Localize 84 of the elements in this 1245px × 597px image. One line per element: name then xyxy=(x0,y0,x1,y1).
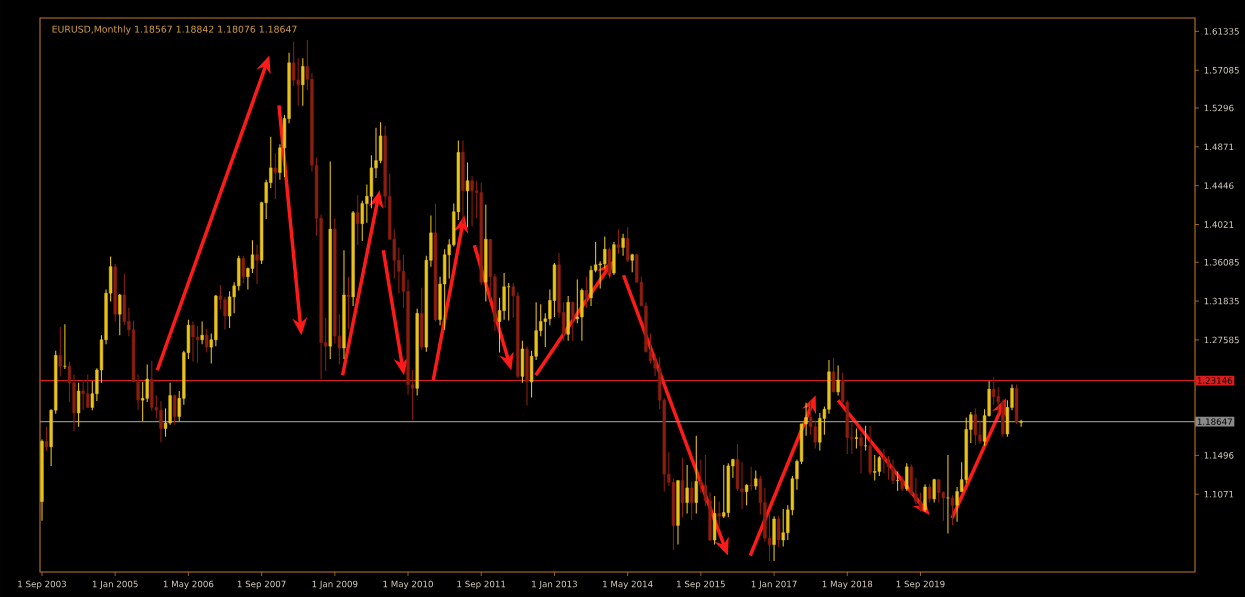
candlestick xyxy=(882,448,886,474)
x-tick-label: 1 May 2014 xyxy=(603,580,653,589)
candlestick xyxy=(973,407,978,446)
candlestick xyxy=(694,435,698,515)
y-tick-label: 1.1071 xyxy=(1204,490,1234,498)
candlestick xyxy=(836,364,840,397)
candlestick xyxy=(205,328,209,354)
candlestick xyxy=(749,466,753,492)
x-tick-label: 1 Sep 2003 xyxy=(18,580,66,589)
y-tick-label: 1.4446 xyxy=(1204,182,1234,189)
candlestick xyxy=(250,239,255,274)
x-tick-label: 1 Sep 2019 xyxy=(896,580,945,589)
candlestick xyxy=(346,276,351,330)
candlestick xyxy=(356,194,360,246)
candlestick xyxy=(690,480,694,521)
candlestick xyxy=(873,454,877,482)
y-tick-label: 1.5296 xyxy=(1204,104,1234,112)
candlestick xyxy=(502,272,506,321)
candlestick xyxy=(292,41,296,87)
candlestick xyxy=(777,515,781,548)
candlestick xyxy=(818,412,822,451)
x-tick-label: 1 Sep 2015 xyxy=(677,580,725,589)
candlestick xyxy=(754,469,758,491)
candlestick xyxy=(141,381,145,422)
candlestick xyxy=(927,483,932,504)
candlestick xyxy=(76,382,81,428)
y-tick-label: 1.4021 xyxy=(1204,221,1234,228)
candlestick xyxy=(923,483,927,513)
candlestick xyxy=(200,320,204,345)
candlestick xyxy=(722,464,726,519)
candlestick xyxy=(680,457,685,518)
candlestick xyxy=(241,255,245,284)
x-tick-label: 1 Jan 2009 xyxy=(312,580,358,589)
candlestick xyxy=(195,325,200,364)
ref-line-label: 1.23146 xyxy=(1197,377,1233,384)
candlestick xyxy=(717,501,721,528)
candlestick xyxy=(607,246,611,274)
candlestick xyxy=(895,470,900,492)
candlestick xyxy=(173,394,177,426)
candlestick xyxy=(992,376,996,406)
x-tick-label: 1 Jan 2005 xyxy=(92,580,138,589)
x-tick-label: 1 May 2006 xyxy=(163,580,214,589)
candlestick xyxy=(859,432,863,474)
candlestick xyxy=(877,455,881,477)
candlestick xyxy=(616,228,621,255)
y-tick-label: 1.36085 xyxy=(1204,258,1239,266)
candlestick xyxy=(813,419,817,450)
x-tick-label: 1 Jan 2017 xyxy=(751,580,797,589)
y-tick-label: 1.4871 xyxy=(1204,143,1234,151)
candlestick xyxy=(58,326,62,377)
candlestick xyxy=(863,425,868,451)
candlestick xyxy=(626,226,630,263)
candlestick xyxy=(905,462,909,492)
candlestick xyxy=(44,426,49,452)
candlestick xyxy=(571,300,575,342)
y-tick-label: 1.27585 xyxy=(1204,336,1239,344)
text: EURUSD,Monthly 1.18567 1.18842 1.18076 1.18647 xyxy=(52,25,297,35)
y-tick-label: 1.31835 xyxy=(1204,297,1239,305)
candlestick xyxy=(255,244,259,285)
candlestick xyxy=(621,233,625,257)
candlestick xyxy=(118,293,122,336)
y-tick-label: 1.1496 xyxy=(1204,452,1234,459)
candlestick xyxy=(950,494,955,526)
candlestick xyxy=(854,427,859,450)
candlestick xyxy=(145,363,149,403)
candlestick xyxy=(63,323,67,370)
candlestick xyxy=(1019,419,1023,428)
y-tick-label: 1.61335 xyxy=(1204,28,1239,35)
x-tick-label: 1 May 2010 xyxy=(383,580,433,589)
candlestick xyxy=(465,161,470,228)
x-tick-label: 1 Sep 2007 xyxy=(237,580,286,589)
candlestick xyxy=(273,152,277,200)
x-tick-label: 1 May 2018 xyxy=(822,580,873,589)
candlestick xyxy=(584,276,589,309)
y-tick-label: 1.57085 xyxy=(1204,66,1239,74)
candlestick xyxy=(744,483,749,506)
candlestick xyxy=(301,57,305,107)
ref-line-label: 1.18647 xyxy=(1197,418,1232,425)
candlestick xyxy=(831,357,836,393)
x-tick-label: 1 Sep 2011 xyxy=(457,580,506,589)
candlestick xyxy=(685,464,689,515)
candlestick xyxy=(946,454,950,535)
x-tick-label: 1 Jan 2013 xyxy=(532,580,577,589)
candlestick xyxy=(296,57,300,107)
